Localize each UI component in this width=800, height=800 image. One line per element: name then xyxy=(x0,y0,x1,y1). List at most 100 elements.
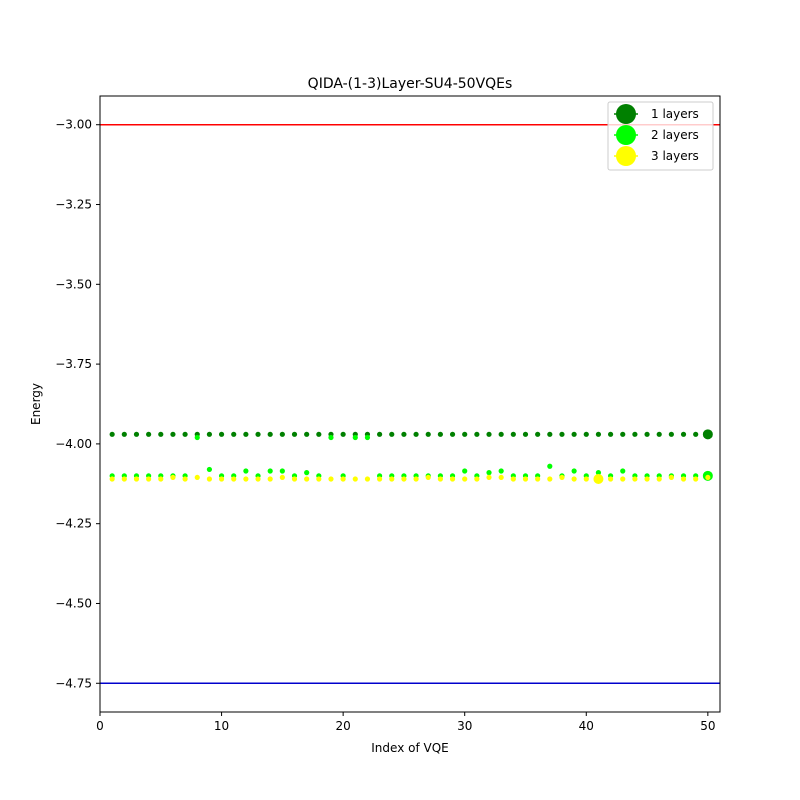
point-series-2 xyxy=(352,434,358,441)
legend-marker xyxy=(616,146,636,166)
point-series-1 xyxy=(474,431,480,437)
point-series-3 xyxy=(304,476,310,482)
point-series-1 xyxy=(620,431,626,437)
point-series-1 xyxy=(462,431,468,437)
x-tick-label: 20 xyxy=(335,719,350,733)
point-series-3 xyxy=(109,476,115,482)
point-series-3 xyxy=(668,474,674,481)
point-series-1 xyxy=(680,431,687,437)
point-series-1 xyxy=(449,431,456,437)
point-series-2 xyxy=(304,470,310,476)
x-tick-label: 50 xyxy=(700,719,715,733)
point-series-1 xyxy=(668,431,674,437)
point-series-1 xyxy=(133,431,140,437)
point-series-3 xyxy=(291,476,298,482)
point-series-3 xyxy=(632,476,638,482)
legend-label: 3 layers xyxy=(651,149,699,163)
point-series-3 xyxy=(547,476,553,482)
y-tick-label: −3.50 xyxy=(55,277,92,291)
point-series-3 xyxy=(693,476,699,482)
point-series-1 xyxy=(607,431,614,437)
point-series-1 xyxy=(231,431,237,437)
point-series-2 xyxy=(267,468,273,474)
point-series-1 xyxy=(121,431,127,437)
point-series-2 xyxy=(279,468,285,474)
point-series-1 xyxy=(316,431,322,437)
point-series-1 xyxy=(559,431,565,437)
point-series-1 xyxy=(304,431,310,437)
x-axis-title: Index of VQE xyxy=(371,741,448,755)
point-series-2 xyxy=(206,466,213,473)
point-series-1 xyxy=(547,431,553,437)
point-series-3 xyxy=(620,476,626,482)
y-tick-label: −4.50 xyxy=(55,596,92,610)
y-tick-label: −3.25 xyxy=(55,198,92,212)
plot-area xyxy=(100,96,720,712)
point-series-1 xyxy=(595,431,602,437)
point-series-2 xyxy=(364,434,371,441)
point-series-3 xyxy=(486,474,492,481)
point-series-2 xyxy=(194,434,200,441)
point-series-3 xyxy=(535,476,541,482)
point-series-1 xyxy=(535,431,541,437)
point-series-1 xyxy=(571,431,577,437)
legend-label: 2 layers xyxy=(651,128,699,142)
point-series-3 xyxy=(352,476,358,482)
point-series-3 xyxy=(522,476,529,482)
point-series-1 xyxy=(656,431,662,437)
point-series-1 xyxy=(401,431,407,437)
point-series-3 xyxy=(437,476,443,482)
point-series-3 xyxy=(680,476,687,482)
point-series-3 xyxy=(206,476,213,482)
x-tick-label: 40 xyxy=(579,719,594,733)
legend-marker xyxy=(616,125,636,145)
y-tick-label: −4.00 xyxy=(55,437,92,451)
point-series-3 xyxy=(583,476,589,482)
point-series-1 xyxy=(206,431,213,437)
point-series-1 xyxy=(377,431,383,437)
point-series-1 xyxy=(510,431,516,437)
data-points xyxy=(109,429,713,485)
y-axis-ticks: −3.00 −3.25 −3.50 −3.75 −4.00 −4.25 −4.50 −4.75 xyxy=(55,118,100,690)
point-series-1 xyxy=(170,431,176,437)
point-series-2 xyxy=(462,468,468,474)
point-series-1 xyxy=(340,431,346,437)
point-series-1 xyxy=(279,431,285,437)
point-series-1 xyxy=(243,431,249,437)
point-series-1 xyxy=(389,431,395,437)
point-series-3 xyxy=(571,476,577,482)
point-series-1 xyxy=(109,431,115,437)
point-series-1 xyxy=(291,431,298,437)
plot-border xyxy=(99,95,721,713)
point-series-3 xyxy=(559,474,565,481)
x-tick-label: 0 xyxy=(96,719,104,733)
point-series-2 xyxy=(595,470,602,476)
legend-label: 1 layers xyxy=(651,107,699,121)
point-series-3 xyxy=(644,476,650,482)
point-series-3 xyxy=(498,474,504,481)
point-series-2 xyxy=(243,468,249,474)
point-series-1 xyxy=(182,431,188,437)
y-tick-label: −3.00 xyxy=(55,118,92,132)
point-series-3 xyxy=(705,474,711,481)
point-series-3 xyxy=(449,476,456,482)
y-tick-label: −4.25 xyxy=(55,517,92,531)
point-series-3 xyxy=(510,476,516,482)
point-series-3 xyxy=(593,474,604,485)
point-series-3 xyxy=(340,476,346,482)
point-series-1 xyxy=(437,431,443,437)
point-series-3 xyxy=(279,474,285,481)
point-series-2 xyxy=(547,463,553,469)
point-series-3 xyxy=(462,476,468,482)
x-axis-ticks: 0 10 20 30 40 50 xyxy=(96,712,715,733)
point-series-1 xyxy=(267,431,273,437)
point-series-3 xyxy=(121,476,127,482)
point-series-3 xyxy=(158,476,164,482)
point-series-1 xyxy=(146,431,152,437)
point-series-3 xyxy=(170,474,176,481)
point-series-1 xyxy=(693,431,699,437)
point-series-3 xyxy=(218,476,225,482)
point-series-3 xyxy=(243,476,249,482)
point-series-3 xyxy=(255,476,261,482)
legend-marker xyxy=(616,104,636,124)
